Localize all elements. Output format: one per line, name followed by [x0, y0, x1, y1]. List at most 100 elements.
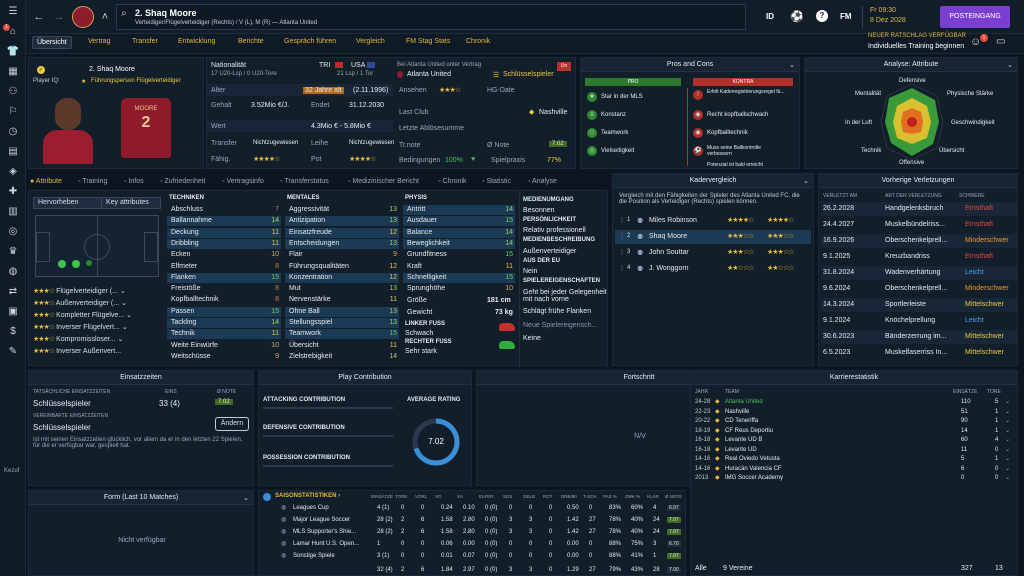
competition-name[interactable]: Lamar Hunt U.S. Open...: [293, 541, 360, 547]
pencil-icon[interactable]: ✎: [8, 346, 18, 357]
screen-icon[interactable]: ▭: [996, 36, 1006, 47]
injury-date: 9.6.2024: [823, 285, 851, 292]
tab-development[interactable]: Entwicklung: [178, 38, 216, 45]
subtab-training[interactable]: ◦ Training: [78, 178, 108, 185]
chevron-down-icon[interactable]: ⌄: [1005, 437, 1011, 443]
subtab-analysis[interactable]: ◦ Analyse: [528, 178, 557, 185]
key-attributes-dropdown[interactable]: Key attributes: [101, 197, 161, 209]
squad-row[interactable]: ⋮ 4 ⚉ J. Wonggorn ★★☆☆☆ ★★☆☆☆: [615, 262, 811, 276]
chevron-down-icon[interactable]: ⌄: [1005, 456, 1011, 462]
player-photo: [43, 94, 93, 164]
stats-icon[interactable]: ▥: [8, 206, 18, 217]
globe-icon[interactable]: ◍: [8, 266, 18, 277]
career-row[interactable]: 14-16 ◆ Real Oviedo Vetusta 5 1 ⌄: [693, 455, 1015, 464]
squad-row[interactable]: ⋮ 1 ⚉ Miles Robinson ★★★★☆ ★★★★☆: [615, 214, 811, 228]
new-trait-button[interactable]: Neue Spielereigensch...: [523, 322, 598, 329]
clock-icon[interactable]: ◷: [8, 126, 18, 137]
competition-name[interactable]: Sonstige Spiele: [293, 553, 335, 559]
subtab-history[interactable]: ◦ Chronik: [438, 178, 467, 185]
subtab-info[interactable]: ◦ Infos: [124, 178, 144, 185]
date[interactable]: 8 Dez 2028: [870, 17, 906, 24]
tab-overview[interactable]: Übersicht: [32, 36, 72, 49]
career-row[interactable]: 22-23 ◆ Nashville 51 1 ⌄: [693, 408, 1015, 417]
fm-logo[interactable]: FM: [840, 12, 852, 21]
training-icon[interactable]: ◈: [9, 166, 17, 177]
career-goals: 1: [995, 418, 999, 424]
chevron-down-icon[interactable]: ⌄: [803, 178, 809, 185]
chevron-down-icon[interactable]: ⌄: [789, 62, 795, 69]
star-icon: ★: [81, 79, 87, 85]
menu-icon[interactable]: ☰: [8, 6, 18, 17]
tab-history[interactable]: Chronik: [466, 38, 491, 45]
subtab-medical[interactable]: ◦ Medizinischer Bericht: [348, 178, 419, 185]
injury-severity: Mittelschwer: [965, 301, 1004, 308]
competition-name[interactable]: MLS Supporter's Shie...: [293, 529, 357, 535]
back-arrow-icon[interactable]: ←: [33, 11, 45, 23]
scouting-icon[interactable]: ◎: [8, 226, 18, 237]
forward-arrow-icon[interactable]: →: [53, 11, 65, 23]
attribute-name: Freistöße: [171, 285, 201, 293]
career-row[interactable]: 2013 ◆ IMG Soccer Academy 0 0 ⌄: [693, 474, 1015, 483]
tab-reports[interactable]: Berichte: [238, 38, 264, 45]
chevron-down-icon[interactable]: ⌄: [243, 495, 249, 502]
career-row[interactable]: 16-18 ◆ Levante UD B 60 4 ⌄: [693, 436, 1015, 445]
career-row[interactable]: 18-19 ◆ CF Reus Deportiu 14 1 ⌄: [693, 427, 1015, 436]
tab-stag-stats[interactable]: FM Stag Stats: [406, 38, 451, 45]
competition-name[interactable]: Leagues Cup: [293, 505, 329, 511]
date-time[interactable]: Fr 09:30: [870, 7, 897, 14]
search-title-box[interactable]: ⌕ 2. Shaq Moore Verteidiger/Flügelvertei…: [116, 4, 746, 30]
finance-icon[interactable]: $: [10, 326, 16, 337]
notice-title[interactable]: NEUER RATSCHLAG VERFÜGBAR: [868, 33, 966, 39]
chevron-down-icon[interactable]: ⌄: [1005, 465, 1011, 472]
squad-row[interactable]: ⋮ 2 ⚉ Shaq Moore ★★★☆☆ ★★★☆☆: [615, 230, 811, 244]
tab-compare[interactable]: Vergleich: [356, 38, 385, 45]
subtab-transfer-status[interactable]: ◦ Transferstatus: [280, 178, 329, 185]
squad-icon[interactable]: ⚇: [8, 86, 18, 97]
career-row[interactable]: 14-16 ◆ Huracán Valencia CF 6 0 ⌄: [693, 465, 1015, 474]
competition-name[interactable]: Major League Soccer: [293, 517, 351, 523]
career-row[interactable]: 16-18 ◆ Levante UD 11 0 ⌄: [693, 446, 1015, 455]
building-icon[interactable]: ▣: [8, 306, 18, 317]
tab-contract[interactable]: Vertrag: [88, 38, 111, 45]
notice-text[interactable]: Individuelles Training beginnen: [868, 43, 965, 50]
squad-row[interactable]: ⋮ 3 ⚉ John Souttar ★★★☆☆ ★★★☆☆: [615, 246, 811, 260]
subtab-attributes[interactable]: ● Attribute: [30, 178, 62, 185]
chevron-down-icon[interactable]: ⌄: [1005, 408, 1011, 415]
chart-icon[interactable]: ▤: [8, 146, 18, 157]
season-stats-title[interactable]: SAISONSTATISTIKEN ›: [275, 493, 341, 499]
transfer-icon[interactable]: ⇄: [8, 286, 18, 297]
shirt-icon[interactable]: 👕: [6, 46, 20, 57]
attribute-value: 11: [271, 228, 279, 236]
stat-cell: 78%: [609, 517, 622, 523]
stat-cell: 3: [509, 567, 513, 573]
id-button[interactable]: ID: [766, 12, 774, 21]
tactics-icon[interactable]: ⚐: [8, 106, 18, 117]
chevron-down-icon[interactable]: ⌄: [1005, 475, 1011, 481]
subtab-contract-info[interactable]: ◦ Vertragsinfo: [222, 178, 264, 185]
career-row[interactable]: 20-22 ◆ CD Teneriffa 90 1 ⌄: [693, 417, 1015, 426]
help-icon[interactable]: ?: [816, 10, 828, 22]
tab-transfer[interactable]: Transfer: [132, 38, 158, 45]
home-icon[interactable]: ⌂: [9, 26, 17, 37]
career-row[interactable]: 24-28 ◆ Atlanta United 110 5 ⌄: [693, 398, 1015, 407]
staff-icon[interactable]: ☺: [970, 36, 982, 48]
chevron-down-icon[interactable]: ⌄: [1007, 62, 1013, 69]
highlight-dropdown[interactable]: Hervorheben: [33, 197, 103, 209]
inbox-button[interactable]: POSTEINGANG: [940, 6, 1010, 28]
chevron-down-icon[interactable]: ⌄: [1005, 446, 1011, 453]
ball-icon[interactable]: ⚽: [790, 11, 804, 23]
subtab-happiness[interactable]: ◦ Zufriedenheit: [160, 178, 206, 185]
chevron-up-icon[interactable]: ˄: [101, 11, 109, 23]
tab-talk[interactable]: Gespräch führen: [284, 38, 337, 45]
chevron-down-icon[interactable]: ⌄: [1005, 399, 1011, 405]
chevron-down-icon[interactable]: ⌄: [1005, 418, 1011, 424]
club-crest-icon: ◆: [715, 437, 720, 443]
trophy-icon[interactable]: ♛: [8, 246, 18, 257]
change-button[interactable]: Ändern: [215, 417, 249, 431]
radar-label: Defensive: [899, 78, 926, 84]
chevron-down-icon[interactable]: ⌄: [1005, 427, 1011, 434]
col-header: DRB/90: [561, 494, 577, 499]
subtab-statistic[interactable]: ◦ Statistic: [482, 178, 511, 185]
calendar-icon[interactable]: ▦: [8, 66, 18, 77]
medical-icon[interactable]: ✚: [8, 186, 18, 197]
